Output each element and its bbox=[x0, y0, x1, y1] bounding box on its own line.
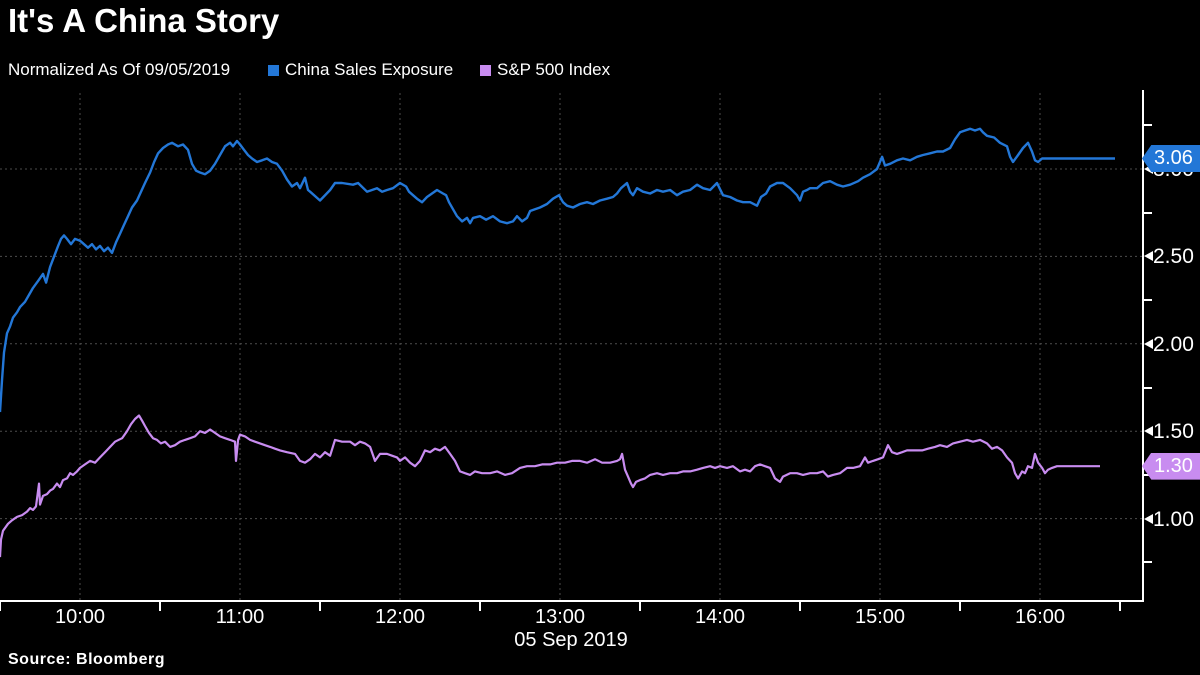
x-axis-minor-tick bbox=[799, 602, 801, 611]
x-axis-tick-label: 15:00 bbox=[854, 606, 906, 628]
last-value-badge-sp500-index: 1.30 bbox=[1142, 452, 1200, 480]
last-value-badge-china-sales-exposure: 3.06 bbox=[1142, 145, 1200, 172]
plot-area bbox=[0, 93, 1142, 601]
x-axis-minor-tick bbox=[959, 602, 961, 611]
x-axis-tick-label: 12:00 bbox=[374, 606, 426, 628]
x-axis-tick-label: 14:00 bbox=[694, 606, 746, 628]
x-axis-date-label: 05 Sep 2019 bbox=[514, 629, 628, 651]
x-axis-line bbox=[0, 600, 1144, 602]
page-title: It's A China Story bbox=[8, 2, 280, 39]
y-axis-minor-tick bbox=[1144, 124, 1152, 127]
legend-label: S&P 500 Index bbox=[497, 60, 611, 79]
y-axis-tick-label: 1.00 bbox=[1153, 507, 1194, 531]
x-axis-minor-tick bbox=[0, 602, 1, 611]
series-line-s-p-500-index bbox=[0, 414, 1100, 558]
y-axis-line bbox=[1142, 90, 1144, 602]
y-axis-tick-label: 1.50 bbox=[1153, 420, 1194, 444]
y-axis-minor-tick bbox=[1144, 561, 1152, 564]
y-axis-tick-label: 2.50 bbox=[1153, 245, 1194, 269]
source-attribution: Source: Bloomberg bbox=[8, 651, 165, 668]
y-axis-minor-tick bbox=[1144, 211, 1152, 214]
x-axis-tick-label: 13:00 bbox=[534, 606, 586, 628]
x-axis-tick-label: 11:00 bbox=[215, 606, 265, 628]
x-axis-tick-label: 16:00 bbox=[1014, 606, 1066, 628]
y-axis-tick-label: 2.00 bbox=[1153, 332, 1194, 356]
y-axis-tick-arrow-icon bbox=[1144, 251, 1153, 262]
x-axis-minor-tick bbox=[159, 602, 161, 611]
x-axis-minor-tick bbox=[639, 602, 641, 611]
y-axis-minor-tick bbox=[1144, 299, 1152, 302]
blue-series-swatch-icon bbox=[268, 65, 279, 76]
y-axis-tick-arrow-icon bbox=[1144, 164, 1153, 174]
y-axis-minor-tick bbox=[1144, 386, 1152, 389]
legend-normalized-note: Normalized As Of 09/05/2019 bbox=[8, 60, 231, 79]
chart-legend: Normalized As Of 09/05/2019 China Sales … bbox=[0, 60, 1200, 80]
y-axis-tick-arrow-icon bbox=[1144, 338, 1153, 349]
y-axis-minor-tick bbox=[1144, 473, 1152, 476]
purple-series-swatch-icon bbox=[480, 65, 491, 76]
x-axis-tick-label: 10:00 bbox=[54, 606, 106, 628]
y-axis-tick-arrow-icon bbox=[1144, 513, 1153, 524]
y-axis-tick-arrow-icon bbox=[1144, 426, 1153, 437]
x-axis-minor-tick bbox=[479, 602, 481, 611]
legend-item-china-sales-exposure: China Sales Exposure bbox=[268, 60, 453, 80]
legend-item-sp500-index: S&P 500 Index bbox=[480, 60, 610, 80]
x-axis-minor-tick bbox=[319, 602, 321, 611]
legend-label: China Sales Exposure bbox=[285, 60, 454, 79]
series-line-china-sales-exposure bbox=[0, 127, 1115, 413]
x-axis-minor-tick bbox=[1119, 602, 1121, 611]
